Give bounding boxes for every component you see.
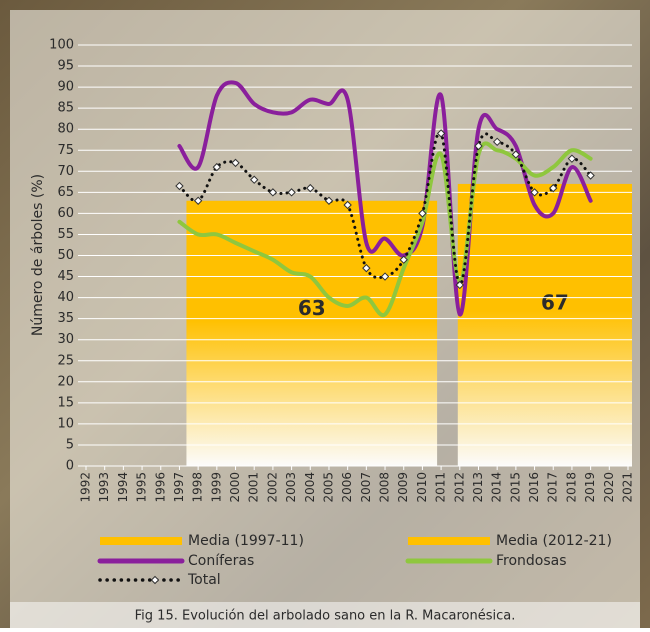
legend-label: Frondosas bbox=[496, 553, 567, 569]
x-tick-label: 2006 bbox=[340, 472, 354, 503]
x-tick-label: 2001 bbox=[247, 472, 261, 503]
point-marker bbox=[474, 141, 483, 151]
x-tick-label: 2005 bbox=[321, 472, 335, 503]
x-tick-label: 2015 bbox=[508, 472, 522, 503]
x-tick-label: 1998 bbox=[191, 472, 205, 503]
x-tick-label: 2021 bbox=[621, 472, 635, 503]
x-tick-label: 2002 bbox=[265, 472, 279, 503]
y-tick-label: 85 bbox=[57, 101, 74, 116]
x-tick-label: 2019 bbox=[583, 472, 597, 503]
x-tick-label: 2004 bbox=[303, 472, 317, 503]
y-tick-label: 40 bbox=[57, 290, 74, 305]
x-tick-label: 1993 bbox=[97, 472, 111, 503]
y-tick-label: 35 bbox=[57, 311, 74, 326]
x-tick-label: 2000 bbox=[228, 472, 242, 503]
x-tick-label: 2014 bbox=[490, 472, 504, 503]
point-marker bbox=[511, 150, 521, 159]
point-marker bbox=[436, 129, 446, 138]
point-marker bbox=[549, 183, 558, 193]
point-marker bbox=[175, 181, 184, 191]
point-marker bbox=[418, 209, 427, 218]
x-tick-label: 2007 bbox=[359, 472, 373, 503]
x-tick-label: 1997 bbox=[172, 472, 186, 503]
x-tick-label: 1992 bbox=[79, 472, 93, 503]
y-axis-label: Número de árboles (%) bbox=[30, 174, 46, 336]
point-marker bbox=[455, 280, 465, 290]
point-marker bbox=[306, 183, 315, 193]
point-marker bbox=[362, 263, 371, 273]
y-tick-label: 10 bbox=[57, 416, 74, 431]
y-tick-label: 50 bbox=[57, 248, 74, 263]
y-tick-label: 80 bbox=[57, 122, 74, 137]
point-marker bbox=[212, 162, 222, 172]
legend-label: Total bbox=[187, 572, 221, 588]
x-tick-label: 1994 bbox=[116, 472, 130, 503]
y-tick-label: 5 bbox=[66, 437, 74, 452]
y-tick-label: 55 bbox=[57, 227, 74, 242]
y-tick-label: 65 bbox=[57, 185, 74, 200]
x-tick-label: 2017 bbox=[546, 472, 560, 503]
legend-swatch bbox=[100, 537, 182, 545]
y-tick-label: 45 bbox=[57, 269, 74, 284]
x-tick-label: 2009 bbox=[396, 472, 410, 503]
y-tick-label: 100 bbox=[49, 38, 74, 53]
y-tick-label: 95 bbox=[57, 59, 74, 74]
x-tick-label: 1995 bbox=[135, 472, 149, 503]
x-tick-label: 2016 bbox=[527, 472, 541, 503]
legend-marker bbox=[150, 575, 160, 585]
x-tick-label: 2018 bbox=[564, 472, 578, 503]
x-tick-label: 2010 bbox=[415, 472, 429, 503]
y-tick-label: 75 bbox=[57, 143, 74, 158]
average-label: 63 bbox=[298, 296, 326, 320]
point-marker bbox=[343, 200, 352, 210]
y-tick-label: 25 bbox=[57, 353, 74, 368]
point-marker bbox=[231, 158, 240, 168]
y-tick-label: 0 bbox=[66, 459, 74, 474]
average-bar bbox=[186, 200, 438, 466]
point-marker bbox=[268, 188, 278, 197]
point-marker bbox=[586, 171, 595, 180]
point-marker bbox=[530, 188, 539, 197]
x-tick-label: 2011 bbox=[434, 472, 448, 503]
y-tick-label: 20 bbox=[57, 374, 74, 389]
x-tick-label: 2020 bbox=[602, 472, 616, 503]
x-tick-label: 2003 bbox=[284, 472, 298, 503]
point-marker bbox=[193, 196, 203, 205]
legend-label: Media (2012-21) bbox=[496, 533, 612, 549]
y-tick-label: 70 bbox=[57, 164, 74, 179]
legend-label: Media (1997-11) bbox=[188, 533, 304, 549]
point-marker bbox=[249, 175, 259, 184]
x-tick-label: 2013 bbox=[471, 472, 485, 503]
legend-swatch bbox=[408, 537, 490, 545]
point-marker bbox=[324, 196, 334, 205]
average-bar bbox=[457, 183, 632, 466]
point-marker bbox=[287, 188, 296, 197]
point-marker bbox=[567, 154, 577, 163]
y-tick-label: 15 bbox=[57, 395, 74, 410]
series-line bbox=[177, 141, 593, 318]
y-tick-label: 60 bbox=[57, 206, 74, 221]
point-marker bbox=[399, 255, 408, 264]
x-tick-label: 1999 bbox=[209, 472, 223, 503]
point-marker bbox=[492, 137, 502, 147]
y-tick-label: 30 bbox=[57, 332, 74, 347]
x-tick-label: 1996 bbox=[153, 472, 167, 503]
caption-band bbox=[10, 602, 640, 628]
x-tick-label: 2012 bbox=[452, 472, 466, 503]
average-label: 67 bbox=[541, 291, 569, 315]
series-line bbox=[177, 80, 593, 317]
legend-label: Coníferas bbox=[188, 553, 254, 569]
x-tick-label: 2008 bbox=[378, 472, 392, 503]
caption: Fig 15. Evolución del arbolado sano en l… bbox=[135, 609, 516, 624]
point-marker bbox=[380, 272, 390, 281]
y-tick-label: 90 bbox=[57, 80, 74, 95]
